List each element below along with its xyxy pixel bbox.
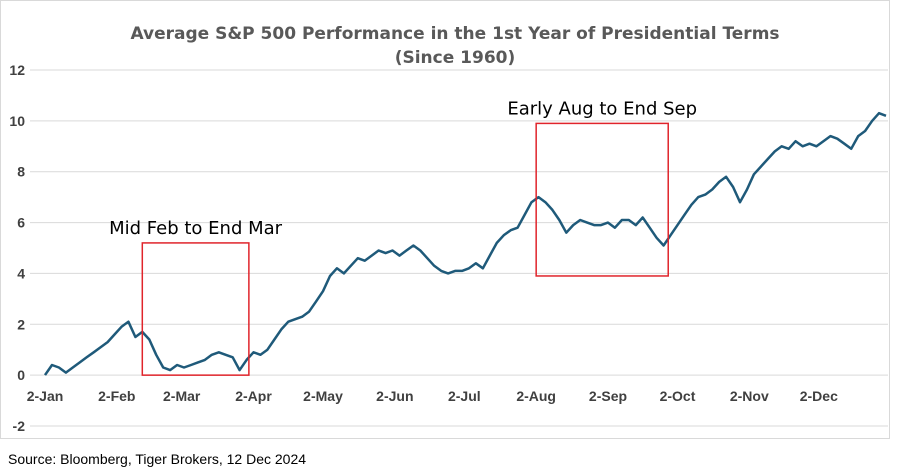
x-tick-label: 2-Apr	[235, 388, 272, 404]
annotation-box	[141, 242, 250, 376]
source-note: Source: Bloomberg, Tiger Brokers, 12 Dec…	[8, 451, 307, 467]
series-layer	[43, 111, 887, 376]
y-tick-label: 0	[17, 367, 25, 383]
annotations: Mid Feb to End Mar Early Aug to End Sep	[109, 98, 697, 376]
x-tick-label: 2-Jan	[27, 388, 64, 404]
x-tick-label: 2-May	[303, 388, 343, 404]
chart: Average S&P 500 Performance in the 1st Y…	[0, 0, 890, 439]
x-tick-label: 2-Aug	[516, 388, 556, 404]
y-tick-label: 2	[17, 316, 25, 332]
chart-title: Average S&P 500 Performance in the 1st Y…	[130, 24, 779, 44]
series-line	[43, 111, 887, 376]
x-tick-label: 2-Oct	[660, 388, 696, 404]
chart-subtitle: (Since 1960)	[395, 48, 516, 68]
annotation-box	[535, 122, 669, 277]
x-tick-label: 2-Jun	[376, 388, 413, 404]
x-tick-label: 2-Dec	[800, 388, 838, 404]
annotation-label: Mid Feb to End Mar	[109, 218, 283, 239]
y-tick-label: 6	[17, 215, 25, 231]
x-axis-ticks: 2-Jan 2-Feb 2-Mar 2-Apr 2-May 2-Jun 2-Jul 2-Aug…	[27, 388, 838, 404]
chart-border	[0, 0, 890, 439]
y-axis-ticks: -2 0 2 4 6 8 10 12	[9, 62, 25, 434]
y-tick-label: 10	[9, 113, 25, 129]
y-tick-label: -2	[13, 418, 26, 434]
annotation-label: Early Aug to End Sep	[507, 98, 697, 119]
y-tick-label: 4	[17, 265, 25, 281]
y-tick-label: 8	[17, 164, 25, 180]
x-tick-label: 2-Sep	[589, 388, 627, 404]
x-tick-label: 2-Feb	[98, 388, 135, 404]
y-tick-label: 12	[9, 62, 25, 78]
x-tick-label: 2-Mar	[163, 388, 201, 404]
x-tick-label: 2-Nov	[730, 388, 769, 404]
x-tick-label: 2-Jul	[448, 388, 481, 404]
